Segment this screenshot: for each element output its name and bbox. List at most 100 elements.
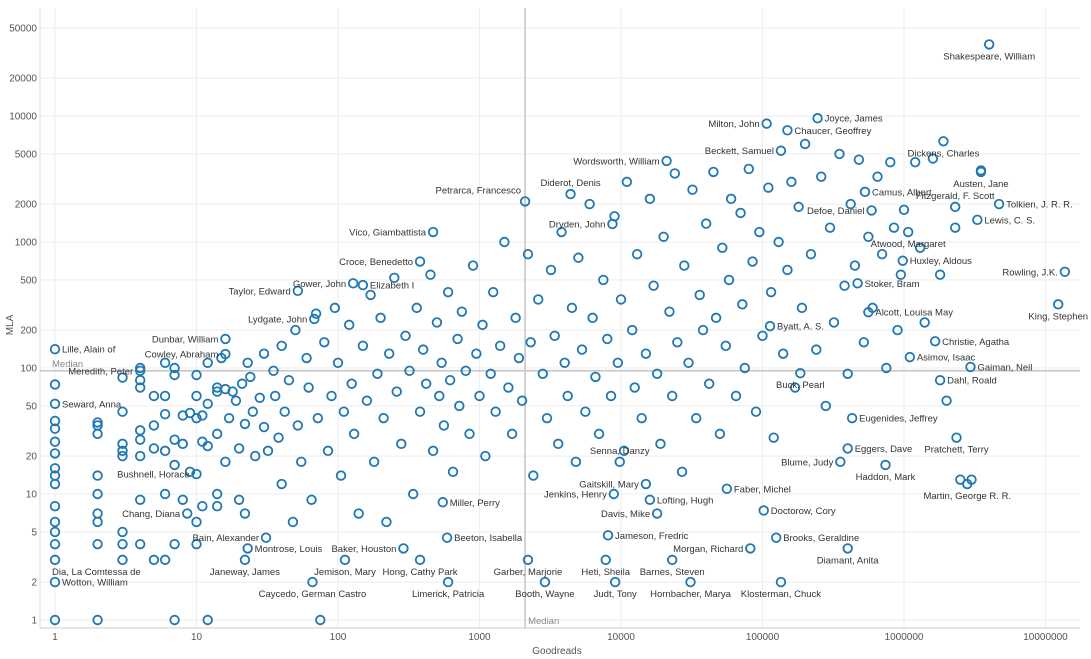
point-label: Garber, Marjorie [494, 567, 563, 578]
data-point [651, 368, 663, 379]
y-axis-title: MLA [5, 314, 16, 335]
x-tick-label: 100000 [746, 632, 780, 643]
data-point [506, 428, 518, 440]
point-label: Dryden, John [549, 219, 606, 230]
labeled-data-point [975, 166, 987, 178]
data-point [799, 138, 811, 150]
median-label-x: Median [528, 616, 559, 627]
data-point [477, 319, 488, 331]
data-point [559, 357, 570, 368]
data-point [49, 463, 61, 474]
labeled-data-point [49, 576, 61, 588]
y-tick-label: 50000 [9, 23, 37, 34]
data-point [290, 324, 301, 336]
labeled-data-point [949, 201, 961, 213]
data-point [839, 280, 850, 291]
labeled-data-point [651, 508, 663, 519]
point-label: Fitzgerald, F. Scott [916, 191, 995, 202]
labeled-data-point [441, 532, 453, 543]
data-point [184, 407, 196, 419]
point-label: Meredith, Peter [68, 366, 133, 377]
data-point [338, 406, 350, 417]
labeled-data-point [993, 198, 1005, 210]
data-point [92, 470, 103, 481]
point-label: Eggers, Dave [855, 444, 913, 455]
data-point [872, 171, 883, 182]
data-point [117, 445, 128, 457]
data-point [191, 369, 202, 381]
data-point [666, 390, 678, 402]
data-point [488, 286, 499, 298]
data-point [730, 390, 742, 402]
data-point [220, 456, 231, 468]
point-label: Christie, Agatha [942, 337, 1010, 348]
data-point [134, 494, 146, 505]
data-point [694, 289, 705, 301]
point-label: Wordsworth, William [573, 156, 659, 167]
data-point [375, 312, 386, 324]
data-point [348, 428, 360, 440]
point-label: Huxley, Aldous [910, 256, 972, 267]
point-label: Jemison, Mary [314, 567, 376, 578]
labeled-data-point [897, 255, 908, 266]
data-point [881, 362, 892, 374]
data-point [898, 204, 910, 216]
data-point [177, 438, 188, 450]
data-point [283, 375, 295, 386]
data-point [296, 456, 307, 468]
data-point [683, 357, 694, 368]
labeled-data-point [49, 554, 61, 566]
point-label: Asimov, Isaac [917, 353, 976, 364]
data-point [159, 554, 171, 566]
data-point [618, 445, 630, 457]
labeled-data-point [721, 483, 733, 494]
y-tick-label: 500 [20, 275, 37, 286]
labeled-data-point [951, 432, 962, 443]
data-point [312, 412, 324, 424]
labeled-data-point [347, 278, 359, 289]
data-point [202, 357, 213, 368]
data-point [644, 193, 656, 205]
labeled-data-point [929, 336, 941, 347]
point-label: Blume, Judy [781, 457, 834, 468]
data-point [556, 226, 567, 238]
data-point [184, 466, 196, 478]
data-point [258, 421, 270, 433]
point-label: Bushnell, Horace [117, 470, 189, 481]
point-label: Stoker, Bram [865, 279, 920, 290]
data-point [467, 260, 479, 271]
point-label: Booth, Wayne [515, 589, 574, 600]
data-point [789, 382, 801, 393]
data-point [326, 390, 337, 402]
labeled-data-point [1059, 266, 1071, 278]
labeled-data-point [539, 576, 551, 588]
data-point [361, 395, 373, 406]
data-point [876, 249, 888, 260]
data-point [553, 438, 564, 450]
data-point [442, 286, 454, 298]
data-point [895, 269, 907, 280]
data-point [191, 412, 202, 424]
data-point [344, 319, 355, 331]
point-label: Baker, Houston [331, 544, 396, 555]
point-label: Heti, Sheila [581, 567, 630, 578]
labeled-data-point [292, 285, 304, 296]
data-point [389, 272, 400, 283]
data-point [584, 198, 595, 210]
data-point [773, 236, 784, 248]
point-label: Limerick, Patricia [412, 589, 485, 600]
data-point [169, 614, 180, 626]
data-point [134, 450, 146, 462]
data-point [276, 340, 287, 352]
labeled-data-point [775, 576, 787, 588]
point-label: Gower, John [293, 279, 346, 290]
data-point [287, 516, 299, 528]
labeled-data-point [846, 412, 858, 424]
y-tick-label: 20000 [9, 74, 37, 85]
median-reference-lines: Median Median [40, 8, 1080, 628]
data-point [672, 337, 683, 348]
point-label: Lofting, Hugh [657, 495, 714, 506]
labeled-data-point [661, 155, 672, 167]
data-point [378, 412, 389, 424]
data-point [580, 406, 591, 417]
